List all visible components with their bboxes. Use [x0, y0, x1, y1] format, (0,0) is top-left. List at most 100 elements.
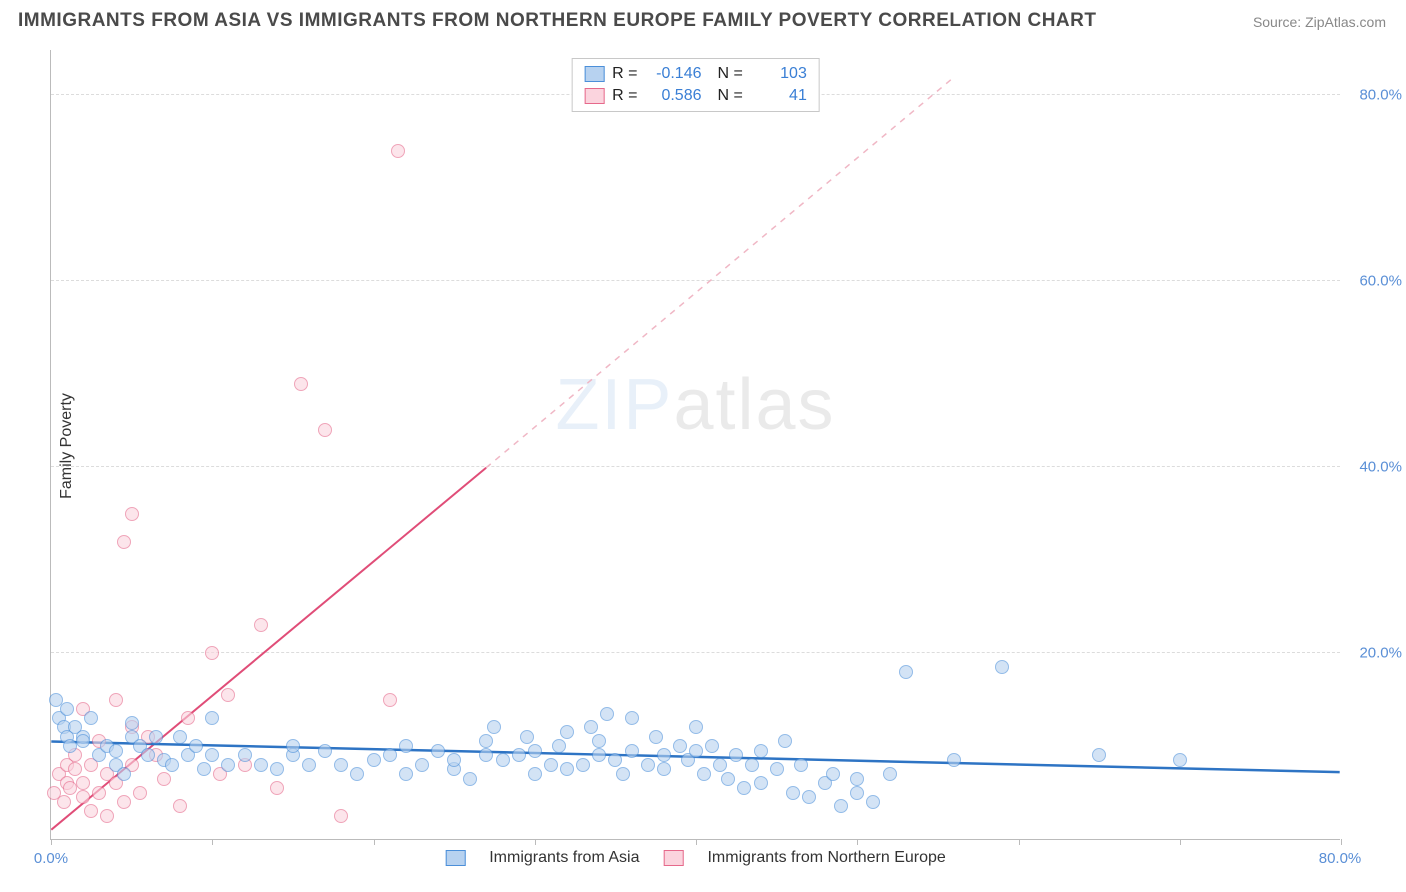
legend-label-pink: Immigrants from Northern Europe: [707, 849, 945, 867]
data-point: [689, 720, 703, 734]
data-point: [552, 739, 566, 753]
data-point: [778, 734, 792, 748]
swatch-blue: [584, 66, 604, 82]
legend-stats-row-blue: R = -0.146 N = 103: [584, 63, 807, 85]
data-point: [479, 748, 493, 762]
data-point: [173, 730, 187, 744]
data-point: [850, 772, 864, 786]
data-point: [947, 753, 961, 767]
data-point: [754, 744, 768, 758]
n-value: 103: [751, 63, 807, 85]
source-link[interactable]: ZipAtlas.com: [1305, 14, 1386, 30]
data-point: [109, 693, 123, 707]
data-point: [302, 758, 316, 772]
data-point: [221, 688, 235, 702]
data-point: [1092, 748, 1106, 762]
data-point: [463, 772, 477, 786]
data-point: [560, 725, 574, 739]
data-point: [713, 758, 727, 772]
data-point: [334, 758, 348, 772]
data-point: [367, 753, 381, 767]
watermark-atlas: atlas: [673, 365, 835, 445]
data-point: [737, 781, 751, 795]
data-point: [447, 753, 461, 767]
y-tick-label: 80.0%: [1359, 87, 1402, 104]
data-point: [834, 799, 848, 813]
data-point: [625, 711, 639, 725]
legend-series: Immigrants from Asia Immigrants from Nor…: [445, 849, 946, 867]
x-axis-min-label: 0.0%: [34, 850, 68, 867]
data-point: [117, 535, 131, 549]
data-point: [608, 753, 622, 767]
data-point: [729, 748, 743, 762]
data-point: [141, 748, 155, 762]
data-point: [802, 790, 816, 804]
r-label: R =: [612, 63, 637, 85]
data-point: [657, 748, 671, 762]
data-point: [68, 762, 82, 776]
data-point: [496, 753, 510, 767]
data-point: [528, 744, 542, 758]
data-point: [528, 767, 542, 781]
data-point: [92, 786, 106, 800]
x-axis-max-label: 80.0%: [1319, 850, 1362, 867]
data-point: [899, 665, 913, 679]
data-point: [76, 776, 90, 790]
data-point: [189, 739, 203, 753]
data-point: [133, 786, 147, 800]
data-point: [270, 781, 284, 795]
data-point: [592, 734, 606, 748]
data-point: [592, 748, 606, 762]
n-label: N =: [718, 63, 743, 85]
data-point: [270, 762, 284, 776]
y-tick-label: 40.0%: [1359, 459, 1402, 476]
data-point: [117, 795, 131, 809]
legend-label-blue: Immigrants from Asia: [489, 849, 639, 867]
data-point: [850, 786, 864, 800]
data-point: [415, 758, 429, 772]
data-point: [721, 772, 735, 786]
legend-stats: R = -0.146 N = 103 R = 0.586 N = 41: [571, 58, 820, 112]
data-point: [205, 646, 219, 660]
swatch-pink: [663, 850, 683, 866]
data-point: [826, 767, 840, 781]
data-point: [165, 758, 179, 772]
data-point: [294, 377, 308, 391]
data-point: [76, 790, 90, 804]
y-tick-label: 60.0%: [1359, 273, 1402, 290]
data-point: [238, 748, 252, 762]
swatch-pink: [584, 88, 604, 104]
data-point: [391, 144, 405, 158]
data-point: [399, 739, 413, 753]
data-point: [383, 693, 397, 707]
data-point: [63, 739, 77, 753]
data-point: [431, 744, 445, 758]
data-point: [254, 618, 268, 632]
data-point: [149, 730, 163, 744]
data-point: [866, 795, 880, 809]
data-point: [117, 767, 131, 781]
data-point: [995, 660, 1009, 674]
r-value: -0.146: [646, 63, 702, 85]
legend-stats-row-pink: R = 0.586 N = 41: [584, 85, 807, 107]
r-label: R =: [612, 85, 637, 107]
r-value: 0.586: [646, 85, 702, 107]
data-point: [544, 758, 558, 772]
data-point: [584, 720, 598, 734]
watermark-zip: ZIP: [555, 365, 673, 445]
data-point: [76, 734, 90, 748]
data-point: [383, 748, 397, 762]
data-point: [576, 758, 590, 772]
data-point: [479, 734, 493, 748]
data-point: [673, 739, 687, 753]
data-point: [197, 762, 211, 776]
data-point: [883, 767, 897, 781]
data-point: [84, 711, 98, 725]
n-value: 41: [751, 85, 807, 107]
data-point: [221, 758, 235, 772]
data-point: [520, 730, 534, 744]
source-label: Source: ZipAtlas.com: [1253, 14, 1386, 30]
data-point: [100, 809, 114, 823]
data-point: [745, 758, 759, 772]
data-point: [157, 772, 171, 786]
